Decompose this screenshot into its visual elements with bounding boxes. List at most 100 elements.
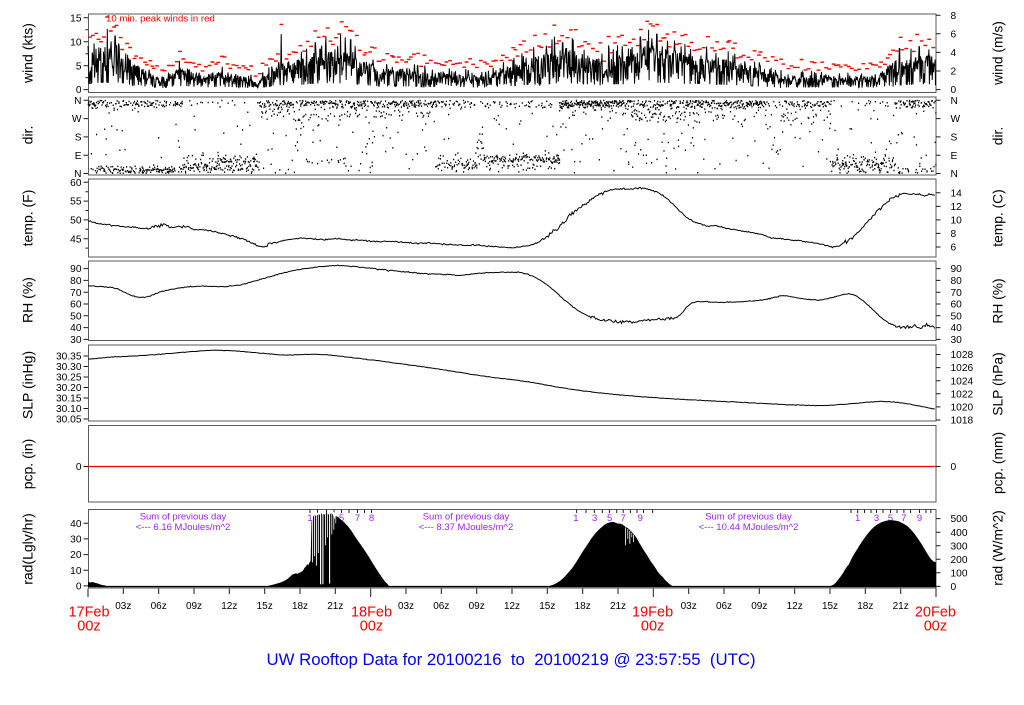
- svg-text:12z: 12z: [787, 601, 803, 612]
- svg-text:20: 20: [70, 550, 82, 561]
- svg-text:15z: 15z: [539, 601, 555, 612]
- svg-text:2: 2: [951, 67, 957, 78]
- svg-text:03z: 03z: [681, 601, 697, 612]
- svg-text:<--- 10.44 MJoules/m^2: <--- 10.44 MJoules/m^2: [699, 522, 799, 533]
- svg-text:60: 60: [70, 178, 82, 189]
- svg-text:70: 70: [951, 288, 963, 299]
- svg-text:pcp. (in): pcp. (in): [20, 439, 36, 490]
- svg-text:00z: 00z: [641, 619, 664, 635]
- svg-text:9: 9: [638, 513, 643, 524]
- svg-text:60: 60: [70, 300, 82, 311]
- svg-text:30.15: 30.15: [56, 394, 82, 405]
- svg-text:6: 6: [951, 29, 957, 40]
- svg-text:12: 12: [951, 202, 963, 213]
- svg-text:wind (m/s): wind (m/s): [991, 21, 1006, 86]
- svg-text:RH (%): RH (%): [991, 278, 1006, 323]
- svg-text:3: 3: [592, 513, 597, 524]
- svg-text:10: 10: [70, 37, 82, 48]
- svg-text:temp. (F): temp. (F): [20, 190, 36, 247]
- svg-text:09z: 09z: [751, 601, 767, 612]
- svg-text:1018: 1018: [951, 416, 974, 427]
- svg-text:dir.: dir.: [991, 127, 1006, 145]
- svg-text:09z: 09z: [469, 601, 485, 612]
- svg-text:SLP (inHg): SLP (inHg): [20, 351, 36, 419]
- svg-text:1020: 1020: [951, 403, 974, 414]
- svg-text:50: 50: [70, 216, 82, 227]
- svg-text:<--- 8.37 MJoules/m^2: <--- 8.37 MJoules/m^2: [419, 522, 513, 533]
- svg-text:300: 300: [951, 541, 968, 552]
- svg-text:40: 40: [70, 323, 82, 334]
- svg-text:UW Rooftop Data for 20100216: UW Rooftop Data for 20100216 to 20100219…: [266, 650, 755, 669]
- svg-text:8: 8: [951, 11, 957, 22]
- svg-text:8: 8: [369, 513, 374, 524]
- svg-text:wind (kts): wind (kts): [20, 23, 36, 84]
- svg-text:N: N: [951, 96, 958, 107]
- svg-text:0: 0: [951, 582, 957, 593]
- svg-text:7: 7: [901, 513, 906, 524]
- svg-text:E: E: [951, 151, 958, 162]
- svg-text:Sum of previous day: Sum of previous day: [705, 512, 792, 523]
- svg-text:30.30: 30.30: [56, 362, 82, 373]
- svg-text:SLP (hPa): SLP (hPa): [991, 352, 1006, 415]
- svg-text:W: W: [951, 114, 961, 125]
- svg-text:30: 30: [70, 535, 82, 546]
- svg-text:5: 5: [76, 61, 82, 72]
- svg-text:06z: 06z: [151, 601, 167, 612]
- svg-text:1022: 1022: [951, 389, 974, 400]
- svg-text:18z: 18z: [575, 601, 591, 612]
- svg-text:pcp. (mm): pcp. (mm): [991, 432, 1006, 494]
- svg-text:18z: 18z: [857, 601, 873, 612]
- svg-text:09z: 09z: [186, 601, 202, 612]
- svg-text:70: 70: [70, 288, 82, 299]
- svg-text:1: 1: [573, 513, 578, 524]
- svg-text:200: 200: [951, 555, 968, 566]
- svg-text:50: 50: [70, 311, 82, 322]
- svg-text:temp. (C): temp. (C): [991, 189, 1006, 247]
- svg-text:80: 80: [70, 276, 82, 287]
- svg-text:0: 0: [76, 462, 82, 473]
- svg-text:30.25: 30.25: [56, 373, 82, 384]
- svg-text:18z: 18z: [292, 601, 308, 612]
- svg-text:E: E: [75, 151, 82, 162]
- svg-text:<--- 6.16 MJoules/m^2: <--- 6.16 MJoules/m^2: [136, 522, 230, 533]
- svg-text:30: 30: [951, 335, 963, 346]
- svg-text:15z: 15z: [257, 601, 273, 612]
- svg-text:1026: 1026: [951, 363, 974, 374]
- svg-text:6: 6: [951, 243, 957, 254]
- svg-text:10 min. peak winds in red: 10 min. peak winds in red: [106, 13, 215, 24]
- svg-text:7: 7: [621, 513, 626, 524]
- svg-text:rad (W/m^2): rad (W/m^2): [991, 510, 1006, 585]
- svg-text:15z: 15z: [822, 601, 838, 612]
- svg-text:500: 500: [951, 514, 968, 525]
- svg-text:00z: 00z: [77, 619, 100, 635]
- svg-text:9: 9: [917, 513, 922, 524]
- svg-text:30.35: 30.35: [56, 352, 82, 363]
- svg-text:40: 40: [70, 519, 82, 530]
- svg-text:00z: 00z: [924, 619, 947, 635]
- svg-text:21z: 21z: [327, 601, 343, 612]
- svg-text:06z: 06z: [433, 601, 449, 612]
- svg-text:0: 0: [76, 85, 82, 96]
- svg-text:30.05: 30.05: [56, 415, 82, 426]
- svg-text:90: 90: [951, 264, 963, 275]
- svg-text:dir.: dir.: [20, 126, 36, 145]
- svg-text:S: S: [75, 133, 82, 144]
- svg-text:10: 10: [951, 216, 963, 227]
- svg-text:80: 80: [951, 276, 963, 287]
- svg-text:W: W: [72, 114, 82, 125]
- svg-text:N: N: [74, 96, 81, 107]
- svg-text:55: 55: [70, 197, 82, 208]
- svg-text:00z: 00z: [360, 619, 383, 635]
- svg-text:21z: 21z: [610, 601, 626, 612]
- svg-text:30.10: 30.10: [56, 404, 82, 415]
- svg-text:1028: 1028: [951, 350, 974, 361]
- svg-text:0: 0: [951, 85, 957, 96]
- svg-text:400: 400: [951, 528, 968, 539]
- svg-text:15: 15: [70, 13, 82, 24]
- svg-text:03z: 03z: [115, 601, 131, 612]
- svg-text:8: 8: [951, 229, 957, 240]
- svg-text:50: 50: [951, 311, 963, 322]
- svg-text:rad(Lgly/hr): rad(Lgly/hr): [20, 513, 36, 585]
- svg-text:S: S: [951, 133, 958, 144]
- svg-text:3: 3: [874, 513, 879, 524]
